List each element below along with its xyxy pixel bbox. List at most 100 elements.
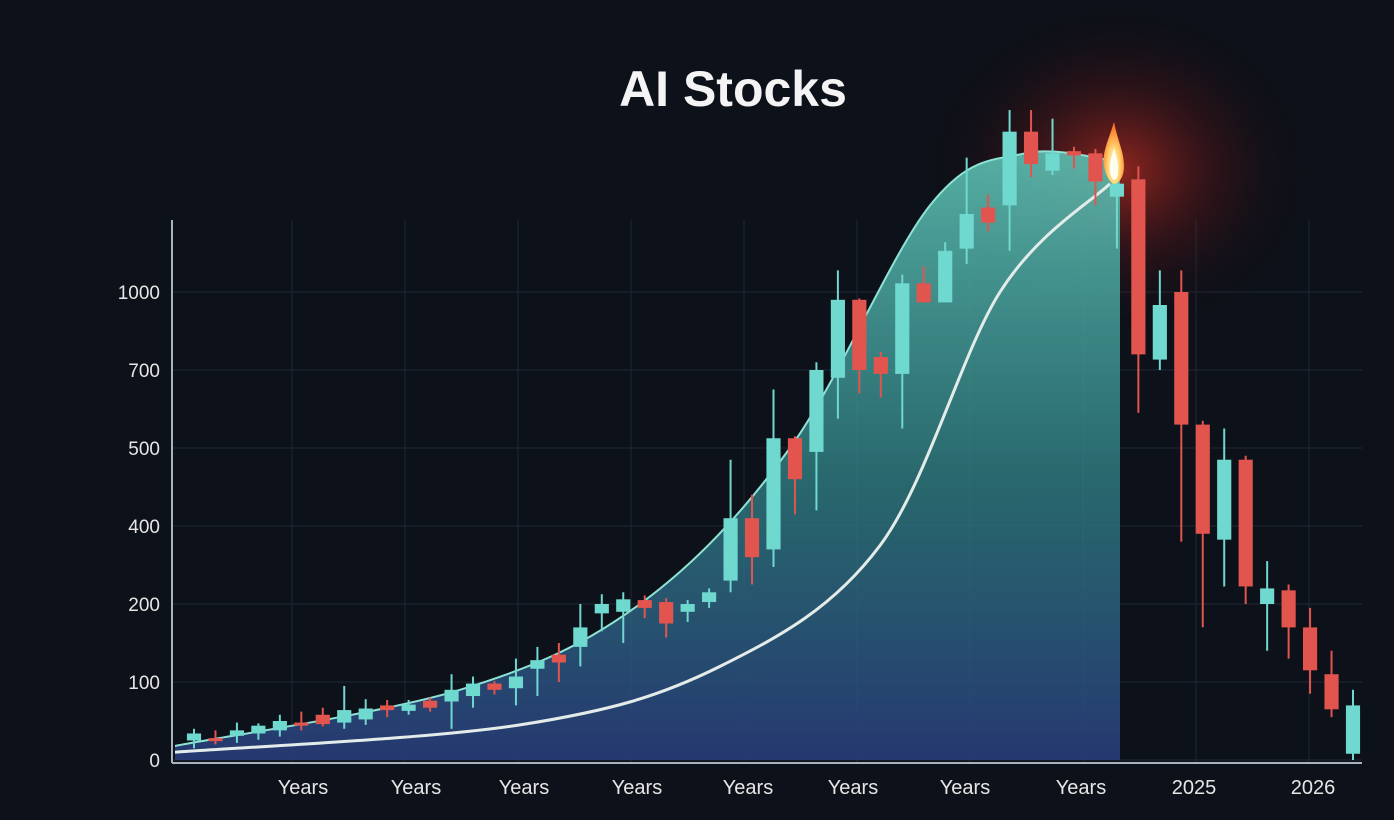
candle-body bbox=[251, 725, 266, 734]
candle bbox=[1302, 607, 1318, 694]
candle bbox=[294, 711, 309, 731]
candle bbox=[1152, 270, 1167, 370]
y-tick-label: 1000 bbox=[118, 283, 160, 304]
candle-body bbox=[680, 604, 695, 612]
candle-body bbox=[444, 689, 459, 702]
candle bbox=[1281, 584, 1296, 659]
x-tick-labels: Years Years Years Years Years Years Years Years… bbox=[278, 777, 1335, 799]
candle-body bbox=[1045, 153, 1060, 171]
candle bbox=[873, 351, 888, 398]
candle bbox=[1260, 561, 1275, 651]
candle bbox=[551, 643, 566, 682]
candle-body bbox=[873, 357, 888, 374]
candle-body bbox=[465, 683, 481, 697]
candle-body bbox=[1023, 131, 1039, 165]
candle bbox=[358, 699, 373, 725]
candle-body bbox=[766, 438, 781, 550]
candle-body bbox=[702, 592, 717, 603]
x-tick-label: Years bbox=[612, 777, 662, 799]
x-tick-label: Years bbox=[499, 777, 549, 799]
candle-body bbox=[959, 214, 974, 249]
candle bbox=[401, 699, 416, 715]
y-tick-label: 400 bbox=[128, 517, 160, 538]
candle bbox=[637, 595, 652, 619]
candle bbox=[1023, 110, 1039, 178]
candle bbox=[809, 362, 824, 511]
candle-body bbox=[981, 207, 996, 223]
candle bbox=[573, 604, 588, 667]
candle bbox=[680, 600, 695, 622]
candle-body bbox=[573, 627, 588, 647]
candle-body bbox=[1302, 627, 1318, 671]
x-tick-label: Years bbox=[278, 777, 328, 799]
candle-body bbox=[508, 676, 524, 689]
candle bbox=[1131, 166, 1146, 413]
candle-body bbox=[530, 660, 545, 669]
candle bbox=[1088, 149, 1103, 206]
candle bbox=[1002, 110, 1017, 251]
candle bbox=[444, 674, 459, 729]
x-tick-label: Years bbox=[723, 777, 773, 799]
candle-body bbox=[830, 299, 845, 378]
candle bbox=[938, 242, 953, 303]
candle bbox=[208, 730, 223, 745]
candle bbox=[380, 699, 395, 718]
candle-body bbox=[787, 438, 803, 480]
candle bbox=[1066, 146, 1082, 169]
candle-body bbox=[1109, 183, 1124, 197]
chart-title: AI Stocks bbox=[619, 61, 847, 117]
candle-body bbox=[895, 283, 910, 374]
candle bbox=[616, 592, 631, 643]
x-tick-label: Years bbox=[1056, 777, 1106, 799]
candle-body bbox=[423, 700, 438, 708]
y-tick-label: 0 bbox=[149, 751, 160, 772]
candle bbox=[272, 714, 287, 737]
candle-body bbox=[809, 370, 824, 452]
candle bbox=[702, 588, 717, 608]
candle-body bbox=[1217, 459, 1232, 540]
candle-body bbox=[337, 710, 352, 723]
candle bbox=[337, 685, 352, 729]
candle-body bbox=[659, 602, 674, 624]
candle bbox=[251, 723, 266, 740]
candle-body bbox=[380, 705, 395, 711]
candle-body bbox=[208, 738, 223, 742]
candle bbox=[1174, 270, 1189, 542]
candle bbox=[1238, 455, 1253, 604]
candle-body bbox=[1131, 179, 1146, 355]
candle bbox=[1045, 118, 1060, 175]
candle-body bbox=[1174, 292, 1189, 425]
candle bbox=[916, 266, 931, 303]
x-tick-label: 2025 bbox=[1172, 777, 1217, 799]
candle-body bbox=[294, 722, 309, 726]
trend-line bbox=[174, 182, 1112, 754]
candle-body bbox=[1345, 705, 1361, 754]
candle bbox=[744, 494, 760, 585]
candle bbox=[766, 389, 781, 567]
candle-body bbox=[551, 654, 566, 663]
candle-body bbox=[616, 599, 631, 612]
candle bbox=[1195, 420, 1210, 628]
candle-body bbox=[938, 250, 953, 303]
candle bbox=[852, 298, 867, 394]
y-tick-label: 100 bbox=[128, 673, 160, 694]
candle bbox=[787, 436, 803, 515]
candle bbox=[315, 707, 330, 727]
candle bbox=[423, 697, 438, 712]
candle bbox=[723, 459, 738, 593]
x-tick-label: Years bbox=[391, 777, 441, 799]
candle bbox=[1217, 428, 1232, 587]
candlesticks bbox=[186, 110, 1361, 760]
candle bbox=[229, 722, 245, 743]
candle bbox=[959, 157, 974, 264]
candle bbox=[659, 598, 674, 638]
y-tick-labels: 0 100 200 400 500 700 1000 bbox=[118, 283, 160, 772]
candle-body bbox=[916, 283, 931, 303]
y-tick-label: 700 bbox=[128, 361, 160, 382]
candle bbox=[830, 270, 845, 419]
flame-icon bbox=[1103, 122, 1124, 184]
candle bbox=[594, 594, 609, 632]
y-tick-label: 200 bbox=[128, 595, 160, 616]
